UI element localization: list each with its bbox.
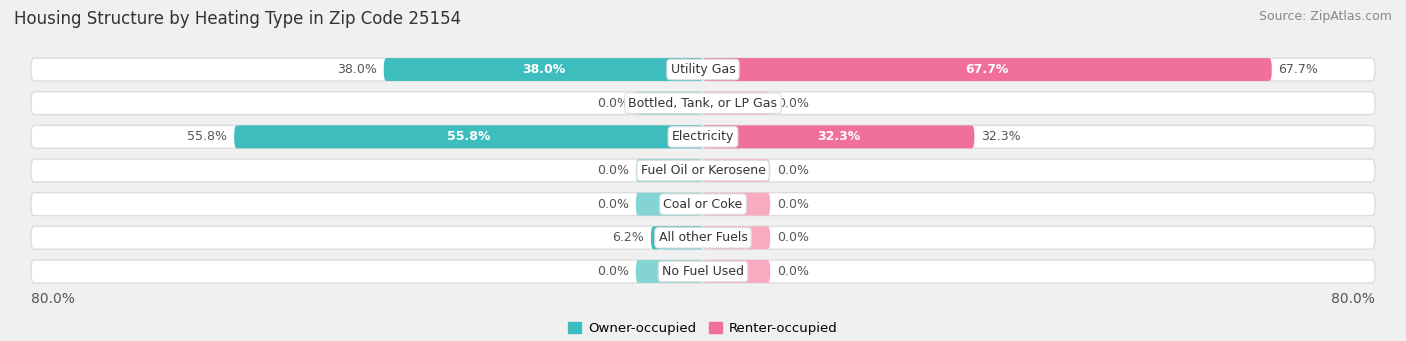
FancyBboxPatch shape xyxy=(31,260,1375,283)
Text: Source: ZipAtlas.com: Source: ZipAtlas.com xyxy=(1258,10,1392,23)
FancyBboxPatch shape xyxy=(31,125,1375,148)
FancyBboxPatch shape xyxy=(636,193,703,216)
FancyBboxPatch shape xyxy=(31,193,1375,216)
Text: 32.3%: 32.3% xyxy=(981,130,1021,143)
Text: 55.8%: 55.8% xyxy=(447,130,491,143)
Text: 0.0%: 0.0% xyxy=(778,97,808,110)
FancyBboxPatch shape xyxy=(31,226,1375,249)
Text: All other Fuels: All other Fuels xyxy=(658,231,748,244)
FancyBboxPatch shape xyxy=(703,58,1272,81)
FancyBboxPatch shape xyxy=(31,159,1375,182)
Text: 0.0%: 0.0% xyxy=(778,164,808,177)
FancyBboxPatch shape xyxy=(384,58,703,81)
Text: 67.7%: 67.7% xyxy=(1278,63,1319,76)
Text: 0.0%: 0.0% xyxy=(778,231,808,244)
Text: 0.0%: 0.0% xyxy=(778,198,808,211)
Text: Electricity: Electricity xyxy=(672,130,734,143)
FancyBboxPatch shape xyxy=(636,260,703,283)
Text: Coal or Coke: Coal or Coke xyxy=(664,198,742,211)
Text: 55.8%: 55.8% xyxy=(187,130,228,143)
Text: Fuel Oil or Kerosene: Fuel Oil or Kerosene xyxy=(641,164,765,177)
Text: No Fuel Used: No Fuel Used xyxy=(662,265,744,278)
Text: 6.2%: 6.2% xyxy=(659,231,695,244)
Text: 0.0%: 0.0% xyxy=(598,265,628,278)
Text: 0.0%: 0.0% xyxy=(778,265,808,278)
FancyBboxPatch shape xyxy=(31,226,1375,249)
Text: Housing Structure by Heating Type in Zip Code 25154: Housing Structure by Heating Type in Zip… xyxy=(14,10,461,28)
Text: 0.0%: 0.0% xyxy=(598,164,628,177)
FancyBboxPatch shape xyxy=(31,92,1375,115)
FancyBboxPatch shape xyxy=(703,226,770,249)
Text: Bottled, Tank, or LP Gas: Bottled, Tank, or LP Gas xyxy=(628,97,778,110)
FancyBboxPatch shape xyxy=(703,260,770,283)
Text: 80.0%: 80.0% xyxy=(31,292,75,306)
Text: 38.0%: 38.0% xyxy=(522,63,565,76)
FancyBboxPatch shape xyxy=(235,125,703,148)
Text: 0.0%: 0.0% xyxy=(598,97,628,110)
Text: Utility Gas: Utility Gas xyxy=(671,63,735,76)
Text: 6.2%: 6.2% xyxy=(613,231,644,244)
FancyBboxPatch shape xyxy=(31,58,1375,81)
FancyBboxPatch shape xyxy=(31,92,1375,115)
Text: 38.0%: 38.0% xyxy=(337,63,377,76)
FancyBboxPatch shape xyxy=(31,193,1375,216)
FancyBboxPatch shape xyxy=(651,226,703,249)
Text: 0.0%: 0.0% xyxy=(598,198,628,211)
FancyBboxPatch shape xyxy=(31,159,1375,182)
FancyBboxPatch shape xyxy=(703,193,770,216)
Text: 80.0%: 80.0% xyxy=(1331,292,1375,306)
FancyBboxPatch shape xyxy=(636,159,703,182)
FancyBboxPatch shape xyxy=(703,159,770,182)
Legend: Owner-occupied, Renter-occupied: Owner-occupied, Renter-occupied xyxy=(562,316,844,340)
FancyBboxPatch shape xyxy=(31,58,1375,81)
Text: 67.7%: 67.7% xyxy=(966,63,1010,76)
FancyBboxPatch shape xyxy=(703,125,974,148)
FancyBboxPatch shape xyxy=(636,92,703,115)
Text: 32.3%: 32.3% xyxy=(817,130,860,143)
FancyBboxPatch shape xyxy=(703,92,770,115)
FancyBboxPatch shape xyxy=(31,125,1375,148)
FancyBboxPatch shape xyxy=(31,260,1375,283)
